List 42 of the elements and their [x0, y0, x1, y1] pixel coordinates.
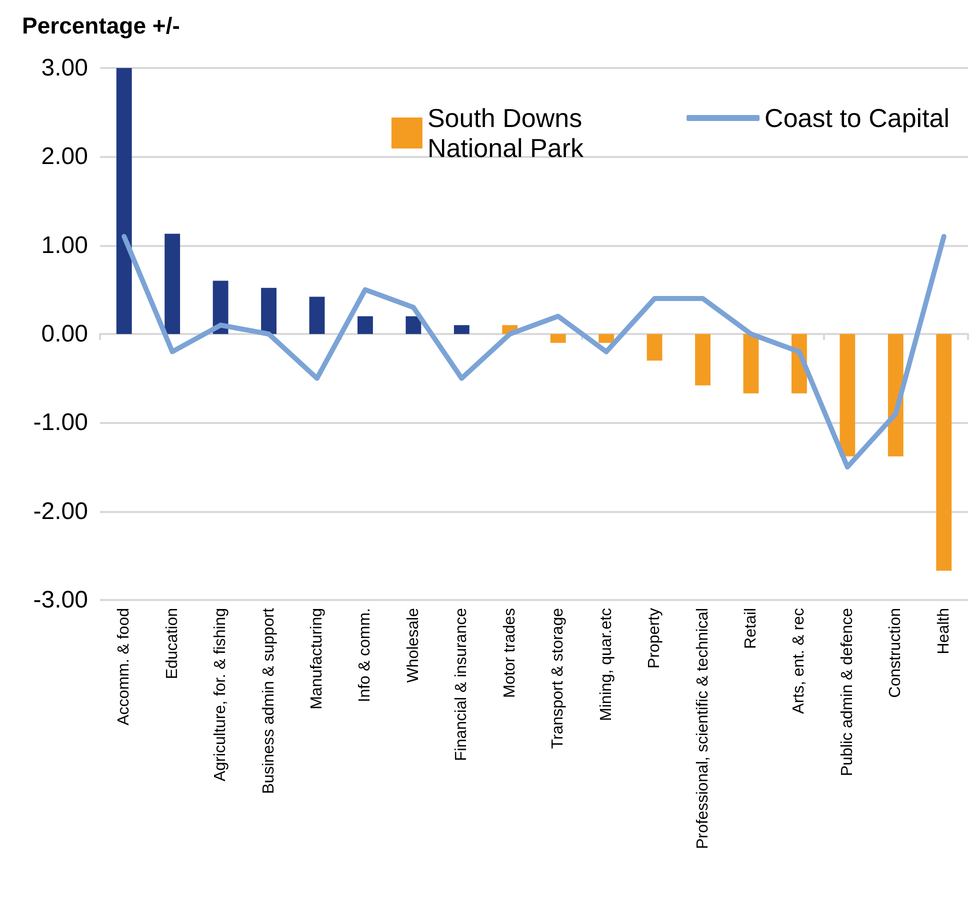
y-tick-label: -3.00	[33, 586, 88, 614]
x-tick-label: Business admin & support	[260, 607, 278, 794]
x-tick-label: Professional, scientific & technical	[694, 608, 712, 849]
x-tick-label: Property	[646, 608, 664, 668]
x-tick-label: Info & comm.	[356, 608, 374, 702]
bar	[598, 334, 614, 343]
y-tick-label: 3.00	[41, 54, 88, 82]
bar	[406, 316, 422, 334]
legend-label: Coast to Capital	[764, 103, 950, 133]
y-tick-label: 0.00	[41, 320, 88, 348]
bar	[936, 334, 952, 571]
bar	[646, 334, 662, 361]
bar	[454, 325, 470, 334]
y-axis-title: Percentage +/-	[22, 12, 180, 38]
bar	[743, 334, 759, 394]
bar	[358, 316, 373, 334]
x-tick-label: Wholesale	[404, 608, 422, 683]
x-tick-label: Retail	[742, 608, 760, 649]
y-tick-label: -1.00	[33, 409, 88, 436]
x-tick-label: Agriculture, for. & fishing	[212, 608, 230, 782]
x-tick-label: Construction	[887, 608, 904, 698]
bar	[261, 288, 276, 334]
bar	[840, 334, 856, 456]
x-tick-label: Financial & insurance	[453, 608, 470, 761]
y-tick-label: -2.00	[33, 498, 88, 525]
bar	[116, 68, 132, 334]
x-tick-label: Mining, quar.etc	[598, 608, 615, 721]
x-tick-label: Accomm. & food	[116, 608, 133, 726]
x-tick-label: Public admin & defence	[838, 608, 856, 776]
bar	[309, 296, 325, 334]
bar	[164, 234, 180, 334]
y-tick-label: 1.00	[41, 232, 88, 259]
legend-label: South Downs National Park	[427, 103, 590, 163]
x-tick-label: Health	[935, 608, 952, 654]
bar	[695, 334, 710, 386]
x-tick-label: Transport & storage	[550, 608, 567, 749]
y-tick-label: 2.00	[41, 143, 88, 170]
x-tick-label: Motor trades	[501, 608, 518, 698]
x-tick-label: Manufacturing	[308, 608, 326, 710]
bar	[550, 334, 566, 343]
x-tick-label: Arts, ent. & rec	[790, 608, 808, 714]
x-tick-label: Education	[164, 608, 181, 680]
